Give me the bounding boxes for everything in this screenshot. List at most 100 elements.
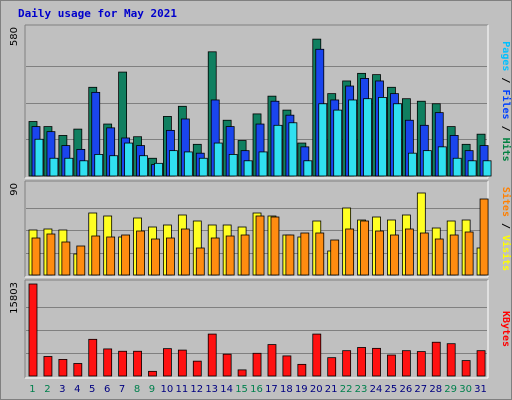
bar-sites-day-25 [390,234,399,276]
x-tick-day-31: 31 [474,384,487,395]
bar-kbytes-day-28 [431,341,441,377]
bar-pages-day-3 [64,157,74,177]
x-tick-day-26: 26 [399,384,412,395]
x-tick-day-2: 2 [44,384,50,395]
bar-sites-day-9 [151,238,160,276]
bar-sites-day-11 [180,228,190,276]
bar-kbytes-day-15 [237,369,247,377]
legend-part-1-5: Hits [500,138,512,162]
x-tick-day-19: 19 [295,384,308,395]
bar-kbytes-day-4 [73,363,83,377]
bar-sites-day-5 [91,235,101,276]
bar-pages-day-16 [258,151,268,177]
bar-pages-day-13 [213,142,223,177]
x-tick-day-22: 22 [340,384,353,395]
bar-sites-day-10 [166,237,175,276]
legend-part-1-1: Pages [500,41,511,71]
panel-3-legend-label: KBytes [500,311,511,347]
bar-kbytes-day-29 [446,343,456,377]
bar-sites-day-4 [76,245,86,276]
chart-title: Daily usage for May 2021 [18,7,177,20]
bar-sites-day-22 [345,228,355,276]
x-tick-day-29: 29 [444,384,457,395]
x-tick-day-7: 7 [119,384,125,395]
x-tick-day-21: 21 [325,384,338,395]
bar-sites-day-20 [315,232,325,276]
x-tick-day-12: 12 [190,384,203,395]
x-tick-day-9: 9 [149,384,155,395]
x-tick-day-5: 5 [89,384,95,395]
bar-kbytes-day-31 [476,350,486,377]
bar-kbytes-day-22 [342,350,352,377]
bar-kbytes-day-27 [416,351,426,377]
legend-part-2-1: Sites [500,187,512,217]
x-tick-day-24: 24 [370,384,383,395]
bar-pages-day-29 [452,157,462,177]
bar-kbytes-day-30 [461,360,471,377]
x-tick-day-27: 27 [414,384,427,395]
bar-sites-day-31 [479,198,489,276]
bar-sites-day-24 [375,230,384,276]
bar-pages-day-10 [169,150,178,177]
bar-kbytes-day-5 [88,338,98,377]
bar-kbytes-day-16 [252,352,262,377]
bar-kbytes-day-25 [387,354,396,377]
bar-pages-day-27 [422,150,432,177]
bar-pages-day-7 [124,142,134,177]
x-tick-day-11: 11 [175,384,188,395]
bar-pages-day-14 [228,154,238,177]
x-tick-day-25: 25 [385,384,398,395]
x-tick-day-10: 10 [161,384,174,395]
panel-1-ymax-label: 580 [9,27,20,46]
bar-pages-day-18 [288,122,298,177]
bar-sites-day-15 [240,234,250,276]
x-tick-day-1: 1 [29,384,35,395]
bar-pages-day-21 [333,109,343,177]
legend-part-3-1: KBytes [500,311,511,347]
bar-kbytes-day-19 [297,363,307,377]
bar-pages-day-2 [49,157,59,177]
x-tick-day-20: 20 [310,384,323,395]
bar-pages-day-25 [393,103,402,177]
bar-kbytes-day-18 [282,355,292,377]
x-tick-day-16: 16 [250,384,263,395]
bar-sites-day-21 [330,239,340,276]
bar-kbytes-day-21 [327,357,337,377]
bar-sites-day-7 [121,234,131,276]
bar-pages-day-4 [79,160,89,177]
bar-sites-day-1 [31,237,41,276]
panel-2-legend-label: Sites / Visits [500,187,512,271]
bar-kbytes-day-3 [58,359,68,377]
bar-sites-day-19 [300,232,310,276]
bar-pages-day-1 [34,138,44,177]
x-tick-day-6: 6 [104,384,110,395]
bar-kbytes-day-7 [118,350,128,377]
x-tick-day-30: 30 [459,384,472,395]
legend-part-1-4: / [500,120,511,138]
bar-sites-day-29 [449,234,459,276]
legend-part-1-2: / [500,71,511,89]
bar-kbytes-day-2 [43,356,53,377]
x-tick-day-13: 13 [205,384,218,395]
bar-sites-day-18 [285,234,295,276]
bar-sites-day-12 [195,247,205,276]
bar-sites-day-14 [225,235,235,276]
bar-sites-day-13 [210,237,220,276]
bar-pages-day-15 [243,160,253,177]
bar-kbytes-day-6 [103,348,113,377]
bar-sites-day-17 [270,216,280,276]
bar-kbytes-day-8 [133,350,142,377]
x-tick-day-15: 15 [235,384,248,395]
x-tick-day-4: 4 [74,384,80,395]
bar-pages-day-23 [363,98,372,177]
bar-kbytes-day-13 [207,333,217,377]
bar-pages-day-8 [139,155,148,177]
bar-sites-day-8 [136,230,145,276]
bar-sites-day-30 [464,231,474,276]
bar-kbytes-day-23 [357,347,366,377]
legend-part-2-3: Visits [500,235,512,271]
bar-pages-day-12 [198,157,208,177]
bar-kbytes-day-26 [401,350,411,377]
bar-kbytes-day-14 [222,353,232,377]
